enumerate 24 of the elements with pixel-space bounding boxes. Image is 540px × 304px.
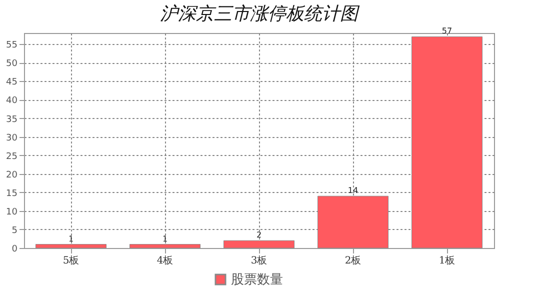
data-label: 57 [442, 26, 452, 36]
data-label: 14 [348, 186, 358, 196]
y-tick-label: 55 [6, 40, 18, 51]
y-tick-label: 25 [6, 152, 18, 162]
y-tick-label: 5 [12, 226, 18, 236]
y-tick-label: 45 [6, 78, 18, 88]
y-tick-label: 10 [6, 207, 18, 218]
x-tick-label: 4板 [156, 254, 174, 266]
y-tick-label: 15 [6, 188, 18, 199]
y-tick-label: 40 [6, 96, 18, 106]
x-tick-label: 1板 [438, 254, 456, 266]
x-tick-label: 5板 [62, 254, 80, 266]
x-tick-label: 2板 [344, 254, 362, 266]
y-tick-label: 30 [6, 133, 18, 144]
data-label: 1 [162, 234, 168, 244]
y-tick-label: 35 [6, 114, 18, 125]
data-label: 1 [68, 234, 74, 244]
y-tick-label: 20 [6, 170, 18, 180]
data-label: 2 [256, 230, 262, 240]
y-tick-label: 50 [6, 59, 18, 70]
x-tick-label: 3板 [250, 254, 268, 266]
y-tick-label: 0 [12, 244, 18, 254]
legend-label: 股票数量 [231, 272, 283, 288]
chart-title: 沪深京三市涨停板统计图 [160, 4, 360, 25]
